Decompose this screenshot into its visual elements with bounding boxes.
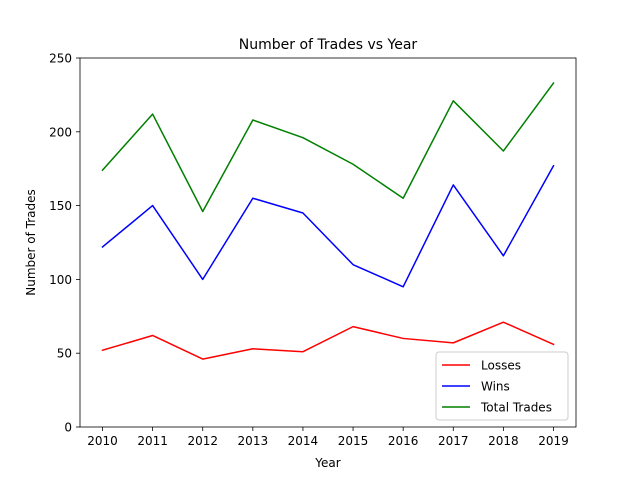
x-tick-label: 2018: [488, 434, 519, 448]
legend-item: Losses: [442, 359, 521, 373]
x-tick-label: 2012: [187, 434, 218, 448]
series-line: [101, 321, 555, 360]
x-tick-label: 2011: [137, 434, 168, 448]
x-tick-label: 2019: [538, 434, 569, 448]
chart-title: Number of Trades vs Year: [239, 37, 418, 53]
legend-item: Wins: [442, 380, 510, 394]
series-losses: [101, 321, 555, 360]
y-tick-label: 150: [49, 199, 72, 213]
plot-frame: [79, 57, 577, 428]
y-tick-label: 0: [64, 421, 72, 435]
x-tick-label: 2015: [338, 434, 369, 448]
legend-label: Losses: [481, 359, 521, 373]
x-tick-label: 2013: [238, 434, 269, 448]
x-axis-label: Year: [314, 456, 340, 470]
legend: Losses Wins Total Trades: [435, 351, 569, 421]
y-tick-label: 200: [49, 125, 72, 139]
legend-label: Total Trades: [480, 401, 552, 415]
y-tick-label: 50: [57, 347, 72, 361]
series-line: [101, 82, 555, 213]
y-tick-label: 100: [49, 273, 72, 287]
x-tick-label: 2010: [87, 434, 118, 448]
x-tick-label: 2014: [288, 434, 319, 448]
series-total-trades: [101, 82, 555, 213]
series-line: [101, 164, 555, 288]
series-layer: [101, 82, 555, 360]
series-wins: [101, 164, 555, 288]
y-tick-label: 250: [49, 52, 72, 66]
legend-item: Total Trades: [442, 401, 552, 415]
axes-layer: 2010 2011 2012 2013 2014 2015 2016 2017 2018 2019…: [49, 52, 577, 448]
legend-frame: [435, 351, 569, 421]
y-axis-label: Number of Trades: [24, 189, 38, 296]
x-tick-label: 2016: [388, 434, 419, 448]
x-tick-label: 2017: [438, 434, 469, 448]
legend-label: Wins: [481, 380, 510, 394]
